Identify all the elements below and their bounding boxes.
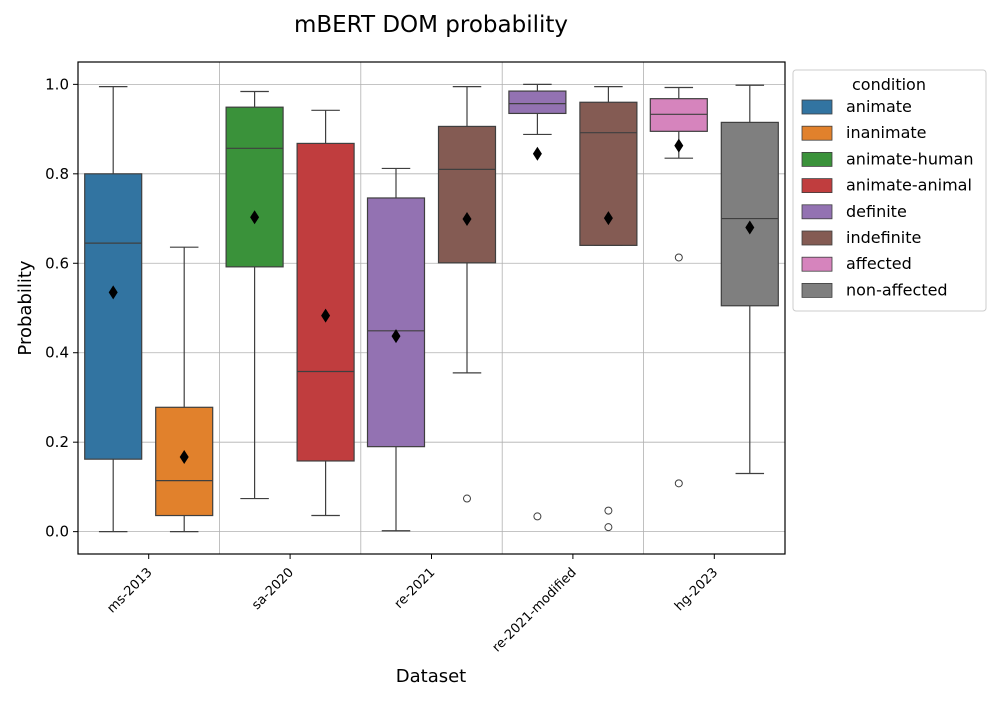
mean-marker xyxy=(462,211,472,226)
legend-swatch xyxy=(801,282,833,298)
x-tick-label: re-2021 xyxy=(392,565,439,612)
legend-swatch xyxy=(801,256,833,272)
x-axis-label: Dataset xyxy=(396,666,467,687)
outlier-point xyxy=(604,506,613,515)
legend-label: animate-animal xyxy=(846,176,972,195)
mean-marker xyxy=(179,449,189,464)
legend-swatch xyxy=(801,99,833,115)
legend-swatch xyxy=(801,204,833,220)
outlier-point xyxy=(674,479,683,488)
legend: condition animate inanimate animate-human a… xyxy=(792,69,987,312)
iqr-box xyxy=(225,106,284,268)
x-tick-label: re-2021-modified xyxy=(490,565,580,655)
y-tick-label: 0.6 xyxy=(45,254,69,272)
iqr-box xyxy=(366,197,426,448)
box-re-2021-modified-indefinite xyxy=(579,85,638,532)
legend-label: definite xyxy=(846,202,907,221)
x-tick-label: hg-2023 xyxy=(672,565,721,614)
box-sa-2020-animate-animal xyxy=(296,109,355,517)
outlier-point xyxy=(604,523,613,532)
legend-label: non-affected xyxy=(846,280,948,299)
y-tick-label: 0.8 xyxy=(45,165,69,183)
x-tick-label: ms-2013 xyxy=(104,565,155,616)
box-hg-2023-non-affected xyxy=(720,84,779,475)
box-re-2021-modified-definite xyxy=(508,83,567,521)
mean-marker xyxy=(603,211,613,226)
chart-title: mBERT DOM probability xyxy=(294,12,568,38)
mean-marker xyxy=(745,220,755,235)
outlier-point xyxy=(463,494,471,503)
mean-marker xyxy=(532,146,542,161)
y-axis-label: Probability xyxy=(15,260,36,355)
legend-label: inanimate xyxy=(846,123,926,142)
legend-label: indefinite xyxy=(846,228,921,247)
iqr-box xyxy=(155,406,214,517)
iqr-box xyxy=(649,98,708,132)
box-re-2021-indefinite xyxy=(437,85,497,503)
legend-swatch xyxy=(801,151,833,167)
box-ms-2013-inanimate xyxy=(155,246,214,533)
box-hg-2023-affected xyxy=(649,86,708,488)
legend-swatch xyxy=(801,178,833,194)
mean-marker xyxy=(321,308,331,323)
mean-marker xyxy=(391,329,401,344)
outlier-point xyxy=(674,253,683,262)
box-sa-2020-animate-human xyxy=(225,90,284,500)
iqr-box xyxy=(720,121,779,307)
y-tick-label: 1.0 xyxy=(45,75,69,93)
legend-swatch xyxy=(801,125,833,141)
legend-swatch xyxy=(801,230,833,246)
legend-label: affected xyxy=(846,254,912,273)
iqr-box xyxy=(296,142,355,462)
box-ms-2013-animate xyxy=(84,85,143,533)
box-re-2021-definite xyxy=(366,167,426,532)
mean-marker xyxy=(108,285,118,300)
legend-frame xyxy=(792,69,987,312)
x-tick-label: sa-2020 xyxy=(249,565,297,613)
boxes-layer xyxy=(84,83,779,533)
iqr-box xyxy=(437,125,497,264)
legend-label: animate xyxy=(846,97,912,116)
y-tick-label: 0.4 xyxy=(45,344,69,362)
legend-title: condition xyxy=(852,75,926,94)
legend-label: animate-human xyxy=(846,149,973,168)
y-tick-label: 0.0 xyxy=(45,523,69,541)
outlier-point xyxy=(533,512,542,521)
mean-marker xyxy=(674,138,684,153)
iqr-box xyxy=(84,173,143,460)
mean-marker xyxy=(250,210,260,225)
y-tick-label: 0.2 xyxy=(45,433,69,451)
iqr-box xyxy=(508,90,567,115)
